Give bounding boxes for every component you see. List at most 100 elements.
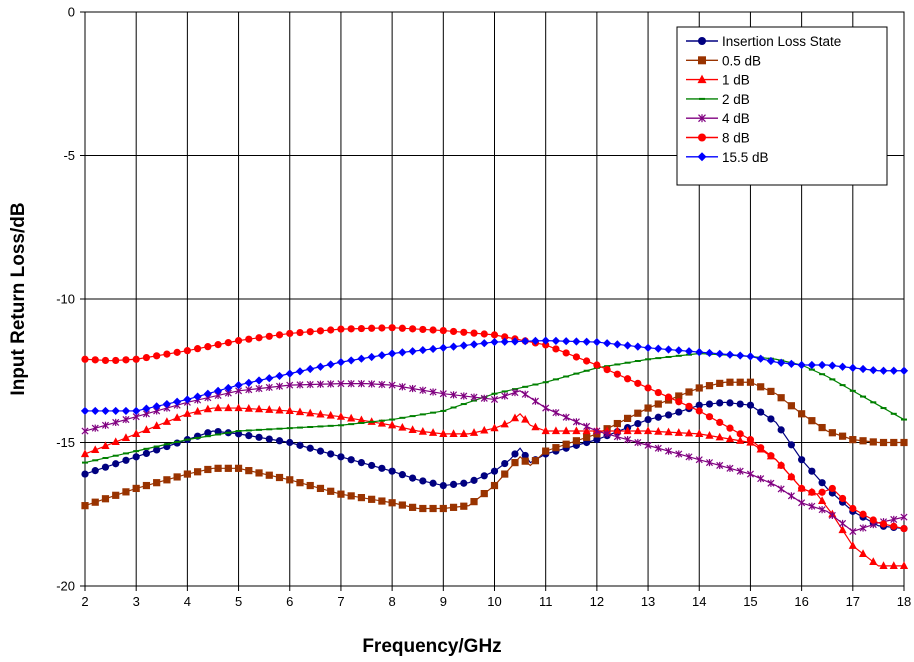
series-point [777,461,785,470]
series-point [848,363,857,372]
series-point [634,438,642,447]
series-point [132,355,140,363]
axis-ticks: 2 3 4 5 6 7 8 9 10 11 12 13 14 15 16 17 18 0 -5 -10 -15 -20 [56,5,911,610]
series-point [368,495,376,503]
series-point [254,404,264,413]
series-point [347,325,355,333]
series-point [162,417,171,425]
series-point [388,349,397,358]
series-point [562,426,571,435]
series-point [245,432,253,440]
series-point [91,445,100,454]
series-point [684,428,694,437]
series-point [245,467,253,475]
series-point [623,426,632,435]
series-point [275,371,284,381]
legend: Insertion Loss State 0.5 dB 1 dB 2 dB 4 dB 8 … [676,26,888,186]
series-point [378,380,386,389]
series-point [183,409,192,417]
series-point [316,362,325,371]
series-point [674,428,683,436]
series-point [388,420,397,429]
series [80,336,909,416]
series-point [254,376,264,385]
series-point [510,337,520,346]
series-point [511,450,519,458]
series-point [152,421,161,429]
series-point [245,335,253,343]
series-point [183,470,191,478]
series-point [501,333,509,341]
series-point [194,345,202,353]
series-point [153,479,161,487]
series-point [204,429,212,437]
series-point [327,326,335,334]
series-point [746,436,755,444]
series-point [705,348,714,358]
series-point [698,114,706,123]
series-point [449,503,458,511]
series-point [285,406,294,415]
series-point [510,413,520,422]
series-point [777,358,786,367]
series-point [787,441,795,449]
series-point [326,360,335,369]
series-point [142,404,151,413]
series-point [460,392,468,400]
series-point [521,451,529,460]
y-tick-label: 0 [68,5,75,20]
legend-item: 0.5 dB [686,53,761,68]
series-point [142,353,151,362]
series-point [849,527,857,536]
series-point [644,441,652,449]
series-point [244,404,253,412]
series-point [193,392,202,401]
series-point [337,490,345,498]
series-point [858,364,868,374]
series-point [697,152,707,162]
series-point [460,479,468,487]
series-point [163,476,171,484]
series-point [91,498,99,506]
legend-item: 2 dB [686,92,750,107]
series-point [797,360,806,370]
series-point [644,415,652,424]
series-point [142,425,151,433]
series-point [623,341,632,350]
x-tick-label: 6 [286,594,293,609]
series-point [838,362,847,371]
x-tick-label: 10 [487,594,501,609]
series-point [490,337,499,347]
series-point [80,406,90,416]
series-point [142,449,151,458]
series-point [296,381,304,389]
series-point [634,379,642,387]
series-point [736,436,745,444]
series-point [265,374,274,383]
series-point [327,450,335,458]
series-point [838,494,847,503]
series-point [705,382,714,390]
series-point [347,456,355,464]
series-point [818,360,827,370]
series-point [531,336,540,346]
series-point [654,388,662,397]
series-point [357,324,366,333]
series-point [439,504,447,513]
series-point [725,434,735,443]
series-point [183,395,192,404]
series-point [552,409,560,417]
series-point [644,384,652,392]
series-point [716,379,724,387]
series-point [511,458,519,467]
series-point [204,465,212,474]
series-point [409,384,417,393]
x-tick-label: 9 [440,594,447,609]
series-point [715,349,724,358]
series-point [449,480,458,489]
series-point [91,406,100,416]
series-point [767,452,775,460]
series-point [859,524,867,532]
x-tick-label: 17 [846,594,860,609]
series-point [357,415,366,424]
